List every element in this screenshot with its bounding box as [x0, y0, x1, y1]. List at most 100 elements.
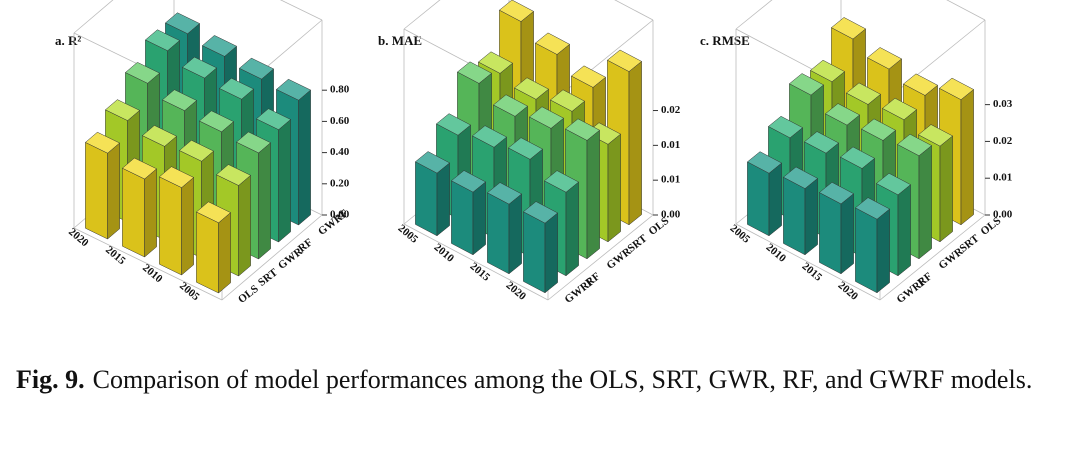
series-label: SRT — [256, 266, 280, 289]
bar — [158, 166, 195, 276]
bar-face-top — [902, 73, 939, 96]
bar-face-top — [181, 56, 218, 79]
box-edge — [73, 227, 223, 301]
bar — [450, 170, 487, 256]
chart: b. MAE0.000.010.010.022005201020152020OL… — [378, 0, 681, 306]
bar-face-right — [472, 181, 486, 256]
category-label: 2020 — [504, 279, 529, 303]
box-edge — [946, 0, 986, 21]
bar-face-left — [819, 192, 842, 275]
bar-face-left — [159, 176, 182, 276]
bar-face-top — [498, 0, 535, 22]
bar — [818, 181, 855, 275]
bar-face-top — [866, 47, 903, 70]
box-edge — [614, 0, 654, 21]
bar — [195, 201, 232, 294]
bar-face-right — [918, 145, 932, 260]
category-label: 2005 — [728, 222, 753, 246]
bar-face-right — [144, 168, 157, 258]
category-label: 2015 — [468, 260, 493, 284]
bar — [121, 157, 158, 258]
bar-face-top — [456, 61, 493, 84]
bar-face-right — [960, 88, 974, 226]
bar-face-top — [164, 12, 201, 35]
z-tick-label: 0.01 — [661, 139, 680, 151]
box-edge — [279, 0, 323, 21]
bar-face-top — [141, 125, 178, 147]
category-label: 2010 — [140, 262, 165, 286]
bar-face-top — [938, 77, 975, 101]
bar-face-right — [876, 208, 890, 294]
bar-face-right — [768, 162, 782, 237]
bar-face-top — [414, 151, 451, 174]
bar-face-top — [218, 77, 255, 100]
z-tick-label: 0.40 — [330, 146, 350, 158]
bar-face-top — [507, 137, 544, 160]
bar-face-top — [84, 131, 121, 154]
bar-face-top — [477, 51, 514, 74]
z-tick-label: 0.20 — [330, 177, 350, 189]
bar-face-top — [528, 106, 565, 129]
bar-face-right — [181, 176, 194, 276]
bar-face-top — [824, 103, 861, 126]
bar-face-top — [158, 166, 195, 188]
bar-face-top — [492, 94, 529, 117]
bar-face-left — [85, 142, 108, 240]
bar-face-top — [782, 166, 819, 189]
bar-face-top — [860, 118, 897, 141]
bar-face-right — [218, 212, 231, 294]
bar-face-right — [628, 60, 642, 226]
bar-face-top — [471, 125, 508, 148]
bar-face-left — [487, 192, 510, 275]
box-edge — [735, 223, 881, 301]
bar-face-right — [298, 89, 311, 226]
bar-face-right — [586, 129, 600, 260]
bar-face-top — [198, 110, 235, 133]
bar-face-top — [121, 157, 158, 180]
bar-face-right — [607, 133, 621, 243]
bar-face-top — [195, 201, 232, 224]
figure: a. R² 0.00 0.20 0.40 0.60 0.80 2020 2015 2010 200… — [55, 0, 1013, 306]
series-label: GWRF — [563, 275, 598, 306]
bar-face-top — [896, 133, 933, 157]
bar-face-right — [436, 162, 450, 237]
caption-label: Fig. 9. — [16, 365, 85, 394]
bar-face-top — [124, 62, 161, 84]
bar-face-top — [606, 49, 643, 72]
bar-face-top — [549, 89, 586, 112]
bar-face-left — [415, 161, 438, 237]
z-tick-label: 0.02 — [661, 104, 681, 116]
bar-face-top — [450, 170, 487, 193]
bar-face-top — [235, 131, 272, 154]
bar — [522, 201, 559, 294]
bar — [486, 182, 523, 275]
bar-face-top — [854, 197, 891, 220]
z-tick-label: 0.00 — [993, 209, 1013, 221]
series-label: GWRF — [895, 275, 930, 306]
category-label: 2015 — [800, 260, 825, 284]
z-tick-label: 0.00 — [661, 209, 681, 221]
category-label: 2010 — [432, 241, 457, 265]
bar-face-top — [788, 73, 825, 96]
bar-face-right — [897, 184, 911, 277]
box-edge — [879, 214, 986, 301]
bar-face-top — [201, 35, 238, 57]
z-tick-label: 0.01 — [661, 174, 680, 186]
bar-face-right — [565, 181, 579, 277]
bar-face-top — [144, 29, 181, 52]
bar-face-top — [803, 131, 840, 154]
bar-face-left — [196, 211, 219, 294]
bar-face-right — [278, 118, 291, 243]
bar-face-top — [486, 182, 523, 205]
bar-face-right — [107, 142, 120, 240]
bar-face-right — [238, 174, 251, 277]
z-tick-label: 0.03 — [993, 98, 1013, 110]
bar-face-top — [534, 32, 571, 55]
bar-face-top — [875, 172, 912, 196]
bar-face-left — [783, 176, 806, 256]
bar-face-top — [522, 201, 559, 224]
bar-face-top — [104, 99, 141, 121]
z-tick-label: 0.01 — [993, 172, 1012, 184]
box-edge — [403, 223, 549, 301]
